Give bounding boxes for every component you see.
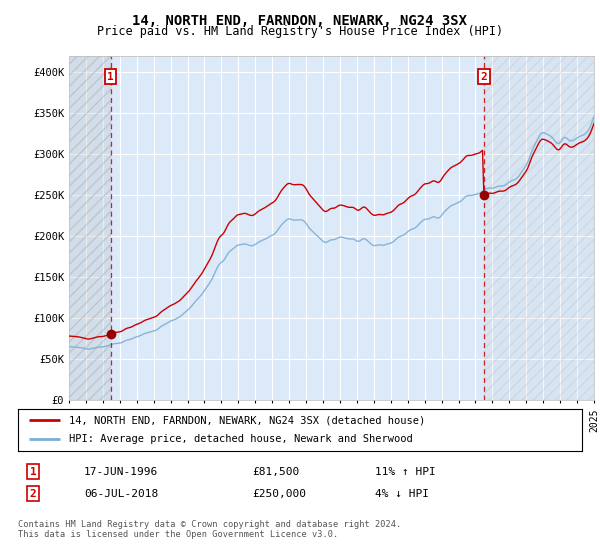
Text: 14, NORTH END, FARNDON, NEWARK, NG24 3SX (detached house): 14, NORTH END, FARNDON, NEWARK, NG24 3SX… xyxy=(69,415,425,425)
Text: 11% ↑ HPI: 11% ↑ HPI xyxy=(375,466,436,477)
Text: 06-JUL-2018: 06-JUL-2018 xyxy=(84,489,158,499)
Text: £250,000: £250,000 xyxy=(252,489,306,499)
Bar xyxy=(69,56,110,400)
Text: £81,500: £81,500 xyxy=(252,466,299,477)
Text: 14, NORTH END, FARNDON, NEWARK, NG24 3SX: 14, NORTH END, FARNDON, NEWARK, NG24 3SX xyxy=(133,14,467,28)
Text: 1: 1 xyxy=(107,72,114,82)
Text: Price paid vs. HM Land Registry's House Price Index (HPI): Price paid vs. HM Land Registry's House … xyxy=(97,25,503,38)
Text: Contains HM Land Registry data © Crown copyright and database right 2024.
This d: Contains HM Land Registry data © Crown c… xyxy=(18,520,401,539)
Text: 2: 2 xyxy=(481,72,487,82)
Text: 4% ↓ HPI: 4% ↓ HPI xyxy=(375,489,429,499)
Bar xyxy=(484,56,594,400)
Text: HPI: Average price, detached house, Newark and Sherwood: HPI: Average price, detached house, Newa… xyxy=(69,435,413,445)
Text: 1: 1 xyxy=(29,466,37,477)
Text: 2: 2 xyxy=(29,489,37,499)
Text: 17-JUN-1996: 17-JUN-1996 xyxy=(84,466,158,477)
